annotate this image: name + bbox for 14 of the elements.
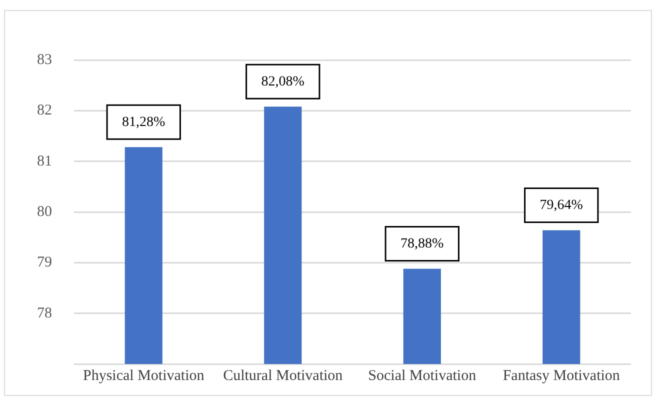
data-label: 79,64%: [540, 198, 584, 213]
data-label: 78,88%: [400, 236, 444, 252]
x-tick-label: Fantasy Motivation: [502, 368, 620, 384]
y-tick-label: 80: [37, 204, 52, 220]
y-tick-label: 81: [37, 153, 52, 170]
y-tick-label: 79: [37, 254, 52, 271]
x-tick-label: Social Motivation: [368, 368, 477, 384]
y-tick-label: 78: [37, 305, 52, 322]
y-tick-label: 83: [37, 52, 52, 68]
y-tick-label: 82: [37, 102, 52, 119]
x-tick-label: Cultural Motivation: [223, 368, 344, 384]
data-label: 82,08%: [261, 74, 305, 90]
data-label: 81,28%: [122, 114, 166, 130]
x-tick-label: Physical Motivation: [83, 368, 205, 384]
